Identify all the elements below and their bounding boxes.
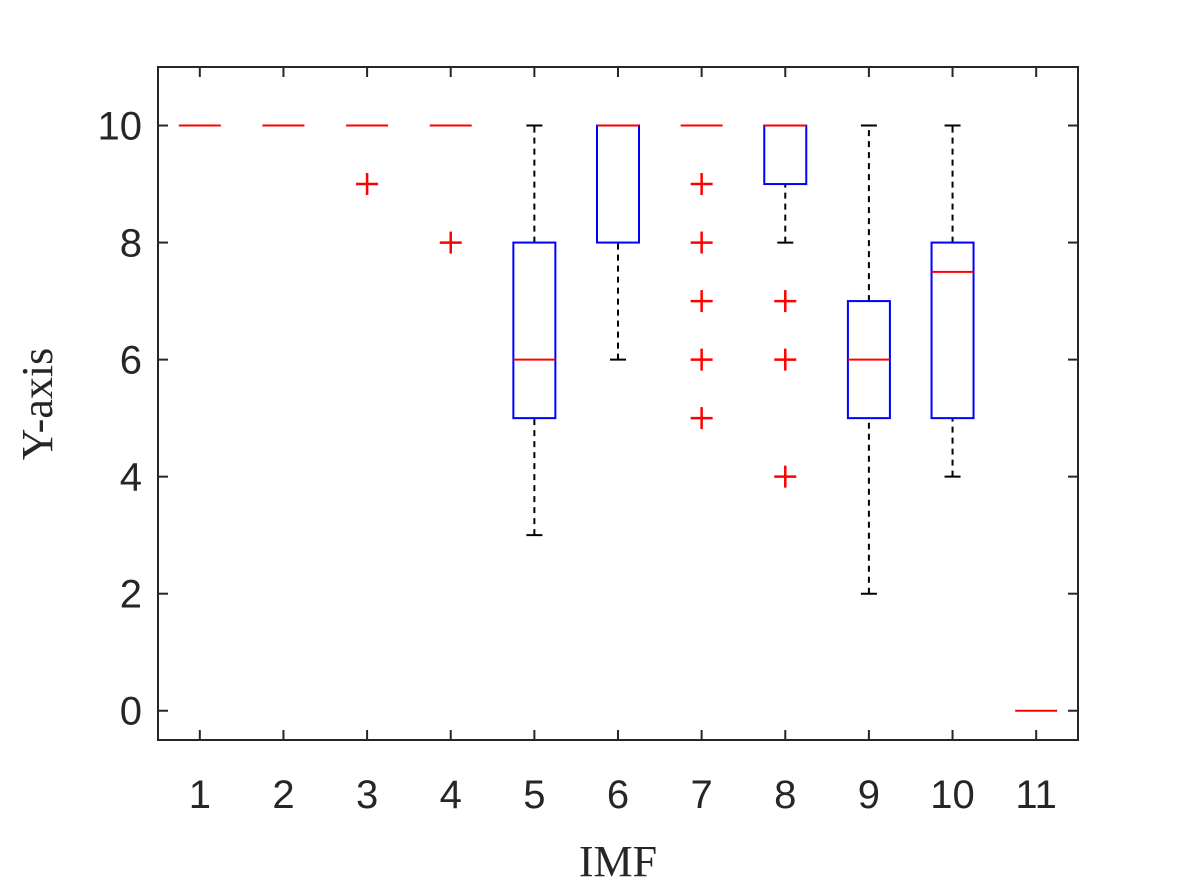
x-tick-label: 6 [607, 773, 629, 817]
y-axis-label: Y-axis [13, 348, 62, 460]
outlier-7-2 [690, 290, 713, 313]
x-tick-label: 11 [1015, 773, 1057, 817]
x-tick-label: 4 [440, 773, 462, 817]
x-tick-label: 7 [691, 773, 713, 817]
box-5 [512, 241, 557, 420]
plot-marks [178, 124, 1058, 712]
box-10 [930, 241, 975, 420]
y-tick-label: 8 [120, 222, 142, 266]
box-group-8 [763, 124, 808, 488]
outlier-3-0 [356, 173, 379, 196]
box-group-3 [346, 124, 389, 196]
box-group-7 [680, 124, 723, 430]
x-tick-label: 3 [356, 773, 378, 817]
x-axis-label: IMF [579, 837, 657, 886]
outlier-8-0 [774, 290, 797, 313]
y-tick-label: 2 [120, 573, 142, 617]
y-tick-label: 10 [98, 105, 143, 149]
y-tick-label: 0 [120, 690, 142, 734]
y-tick-label: 6 [120, 339, 142, 383]
x-tick-label: 1 [189, 773, 211, 817]
x-tick-label: 9 [858, 773, 880, 817]
plot-frame [157, 66, 1079, 741]
x-tick-label: 10 [930, 773, 975, 817]
box-group-6 [596, 124, 640, 361]
box-6 [596, 124, 640, 244]
box-group-9 [846, 124, 891, 595]
outlier-7-1 [690, 231, 713, 254]
outlier-8-1 [774, 348, 797, 371]
x-tick-label: 8 [774, 773, 796, 817]
outlier-8-2 [774, 465, 797, 488]
axis-ticks: 1 2 3 4 5 6 7 8 9 10 11 0 2 4 6 8 10 [98, 67, 1078, 817]
x-tick-label: 5 [523, 773, 545, 817]
box-group-5 [512, 124, 557, 537]
outlier-7-3 [690, 348, 713, 371]
outlier-4-0 [439, 231, 462, 254]
y-tick-label: 4 [120, 456, 142, 500]
outlier-7-0 [690, 173, 713, 196]
box-group-4 [429, 124, 472, 254]
x-tick-label: 2 [272, 773, 294, 817]
box-group-10 [930, 124, 975, 478]
box-8 [763, 124, 808, 186]
outlier-7-4 [690, 407, 713, 430]
